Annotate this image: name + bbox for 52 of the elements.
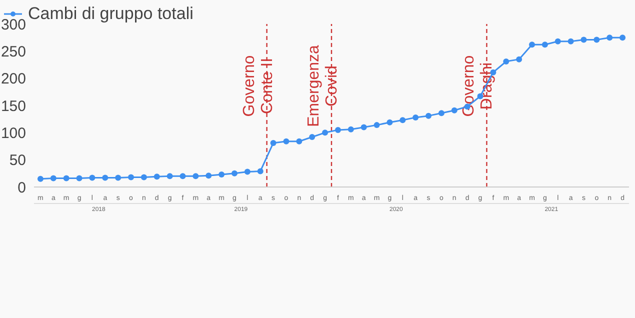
point bbox=[554, 38, 561, 44]
point bbox=[296, 138, 302, 144]
point bbox=[503, 58, 510, 64]
point bbox=[154, 174, 160, 180]
point bbox=[594, 36, 600, 43]
legend-label: Cambi di gruppo totali bbox=[28, 4, 194, 24]
point bbox=[528, 42, 535, 48]
point bbox=[374, 122, 380, 128]
point bbox=[322, 130, 328, 136]
point bbox=[360, 124, 367, 130]
point bbox=[451, 107, 458, 114]
y-tick-label: 300 bbox=[0, 16, 26, 34]
y-tick-label: 100 bbox=[0, 124, 26, 142]
point bbox=[244, 168, 250, 175]
point bbox=[386, 119, 393, 126]
point bbox=[270, 140, 276, 146]
y-tick-label: 250 bbox=[0, 43, 26, 60]
point bbox=[37, 176, 44, 182]
point bbox=[568, 38, 574, 44]
point bbox=[542, 42, 548, 48]
point bbox=[115, 174, 122, 181]
point bbox=[438, 110, 444, 116]
point bbox=[102, 174, 108, 181]
point bbox=[76, 175, 82, 182]
point bbox=[426, 112, 432, 119]
point bbox=[63, 175, 70, 182]
point bbox=[580, 36, 587, 43]
point bbox=[50, 175, 56, 182]
y-tick-label: 0 bbox=[18, 179, 26, 196]
point bbox=[400, 117, 406, 124]
point bbox=[166, 173, 173, 180]
point bbox=[231, 170, 238, 176]
point bbox=[218, 172, 225, 178]
point bbox=[180, 173, 186, 180]
point bbox=[334, 126, 341, 133]
y-tick-label: 50 bbox=[9, 152, 26, 170]
y-tick-label: 150 bbox=[0, 98, 26, 115]
point bbox=[140, 174, 147, 180]
point bbox=[348, 126, 354, 132]
y-tick-label: 200 bbox=[0, 70, 26, 88]
point bbox=[89, 174, 96, 181]
annotation: Governo Conte II bbox=[240, 55, 276, 117]
point bbox=[283, 138, 290, 144]
point bbox=[257, 168, 264, 174]
point bbox=[606, 34, 613, 41]
point bbox=[206, 172, 212, 179]
point bbox=[620, 34, 626, 41]
point bbox=[412, 114, 419, 120]
point bbox=[309, 134, 316, 140]
point bbox=[516, 56, 522, 62]
point bbox=[128, 174, 134, 180]
point bbox=[192, 173, 199, 180]
